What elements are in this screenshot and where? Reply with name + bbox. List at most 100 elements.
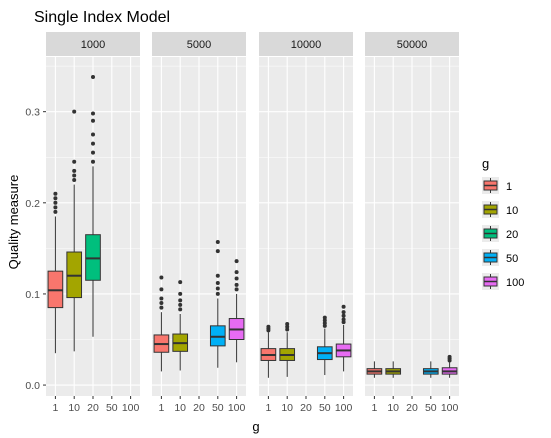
box-g-100 bbox=[441, 354, 458, 378]
outlier-point bbox=[234, 282, 239, 287]
outlier-point bbox=[178, 307, 183, 312]
outlier-point bbox=[341, 317, 346, 322]
x-tick-label: 1 bbox=[265, 402, 271, 414]
x-tick-label: 20 bbox=[406, 402, 418, 414]
outlier-point bbox=[234, 276, 239, 281]
outlier-point bbox=[159, 296, 164, 301]
outlier-point bbox=[178, 291, 183, 296]
x-tick-label: 100 bbox=[122, 402, 140, 414]
y-tick-label: 0.3 bbox=[25, 107, 40, 119]
facet-10000: 10000 1 10 20 50 100 bbox=[259, 32, 353, 414]
outlier-point bbox=[215, 239, 220, 244]
outlier-point bbox=[285, 324, 290, 329]
outlier-point bbox=[91, 141, 95, 146]
outlier-point bbox=[322, 323, 327, 328]
x-tick-label: 10 bbox=[281, 402, 293, 414]
facet-strip bbox=[365, 32, 459, 56]
outlier-point bbox=[447, 354, 452, 359]
box-g-1 bbox=[153, 275, 170, 372]
outlier-point bbox=[178, 302, 183, 307]
box-g-1 bbox=[260, 324, 277, 378]
box-g-10 bbox=[66, 109, 83, 352]
outlier-point bbox=[215, 273, 220, 278]
outlier-point bbox=[234, 270, 239, 275]
x-tick-label: 50 bbox=[106, 402, 118, 414]
x-tick-label: 50 bbox=[425, 402, 437, 414]
outlier-point bbox=[53, 209, 58, 214]
facet-panels: 1000 1 10 20 50 100 5000 1 10 20 50 100 10000 1 10 20 50… bbox=[46, 32, 459, 414]
outlier-point bbox=[341, 320, 346, 325]
legend-label: 50 bbox=[506, 253, 518, 265]
outlier-point bbox=[341, 313, 346, 318]
y-tick-label: 0.1 bbox=[25, 289, 40, 301]
x-tick-label: 20 bbox=[193, 402, 205, 414]
facet-5000: 5000 1 10 20 50 100 bbox=[152, 32, 246, 414]
outlier-point bbox=[159, 305, 164, 310]
outlier-point bbox=[91, 118, 95, 123]
x-tick-label: 1 bbox=[158, 402, 164, 414]
facet-strip bbox=[46, 32, 140, 56]
x-tick-label: 50 bbox=[212, 402, 224, 414]
legend-label: 20 bbox=[506, 229, 518, 241]
legend: g 1 10 20 50 100 bbox=[482, 156, 524, 290]
facet-strip-label: 5000 bbox=[187, 39, 211, 51]
outlier-point bbox=[285, 322, 290, 327]
box-g-20 bbox=[85, 75, 101, 337]
box-g-50 bbox=[316, 315, 333, 376]
facet-strip bbox=[259, 32, 353, 56]
outlier-point bbox=[215, 286, 220, 291]
box-g-10 bbox=[385, 361, 402, 378]
x-tick-label: 100 bbox=[335, 402, 353, 414]
outlier-point bbox=[215, 249, 220, 254]
outlier-point bbox=[53, 200, 58, 205]
outlier-point bbox=[341, 310, 346, 315]
outlier-point bbox=[91, 159, 95, 164]
chart-title: Single Index Model bbox=[34, 9, 170, 26]
legend-title: g bbox=[482, 156, 489, 171]
x-tick-label: 20 bbox=[87, 402, 99, 414]
box-g-10 bbox=[279, 322, 296, 377]
outlier-point bbox=[215, 291, 220, 296]
box-g-1 bbox=[366, 361, 383, 378]
x-tick-label: 50 bbox=[319, 402, 331, 414]
legend-entry-50: 50 bbox=[482, 249, 518, 266]
outlier-point bbox=[53, 196, 58, 201]
outlier-point bbox=[159, 275, 164, 280]
facet-strip-label: 10000 bbox=[291, 39, 322, 51]
outlier-point bbox=[322, 318, 327, 323]
x-axis-title: g bbox=[252, 419, 259, 434]
outlier-point bbox=[159, 301, 164, 306]
x-tick-label: 10 bbox=[174, 402, 186, 414]
legend-entry-10: 10 bbox=[482, 201, 518, 218]
facet-strip-label: 50000 bbox=[397, 39, 428, 51]
outlier-point bbox=[178, 298, 183, 303]
box-g-100 bbox=[335, 304, 352, 372]
x-tick-label: 1 bbox=[52, 402, 58, 414]
box-g-50 bbox=[209, 239, 226, 368]
y-tick-label: 0.0 bbox=[25, 380, 40, 392]
outlier-point bbox=[72, 159, 77, 164]
box-g-100 bbox=[228, 259, 245, 363]
box-g-10 bbox=[172, 280, 189, 371]
x-tick-label: 10 bbox=[68, 402, 80, 414]
facet-strip-label: 1000 bbox=[81, 39, 105, 51]
outlier-point bbox=[234, 287, 239, 292]
outlier-point bbox=[322, 315, 327, 320]
outlier-point bbox=[91, 111, 95, 116]
box-g-1 bbox=[47, 191, 64, 354]
x-tick-label: 10 bbox=[387, 402, 399, 414]
x-tick-label: 1 bbox=[371, 402, 377, 414]
outlier-point bbox=[341, 304, 346, 309]
outlier-point bbox=[72, 178, 77, 183]
legend-entry-20: 20 bbox=[482, 225, 518, 242]
outlier-point bbox=[215, 281, 220, 285]
y-axis: 0.0 0.1 0.2 0.3 bbox=[25, 107, 46, 392]
y-tick-label: 0.2 bbox=[25, 198, 40, 210]
outlier-point bbox=[266, 324, 271, 329]
outlier-point bbox=[322, 321, 327, 326]
legend-label: 1 bbox=[506, 181, 512, 193]
facet-strip bbox=[152, 32, 246, 56]
outlier-point bbox=[285, 327, 290, 332]
outlier-point bbox=[91, 132, 95, 137]
